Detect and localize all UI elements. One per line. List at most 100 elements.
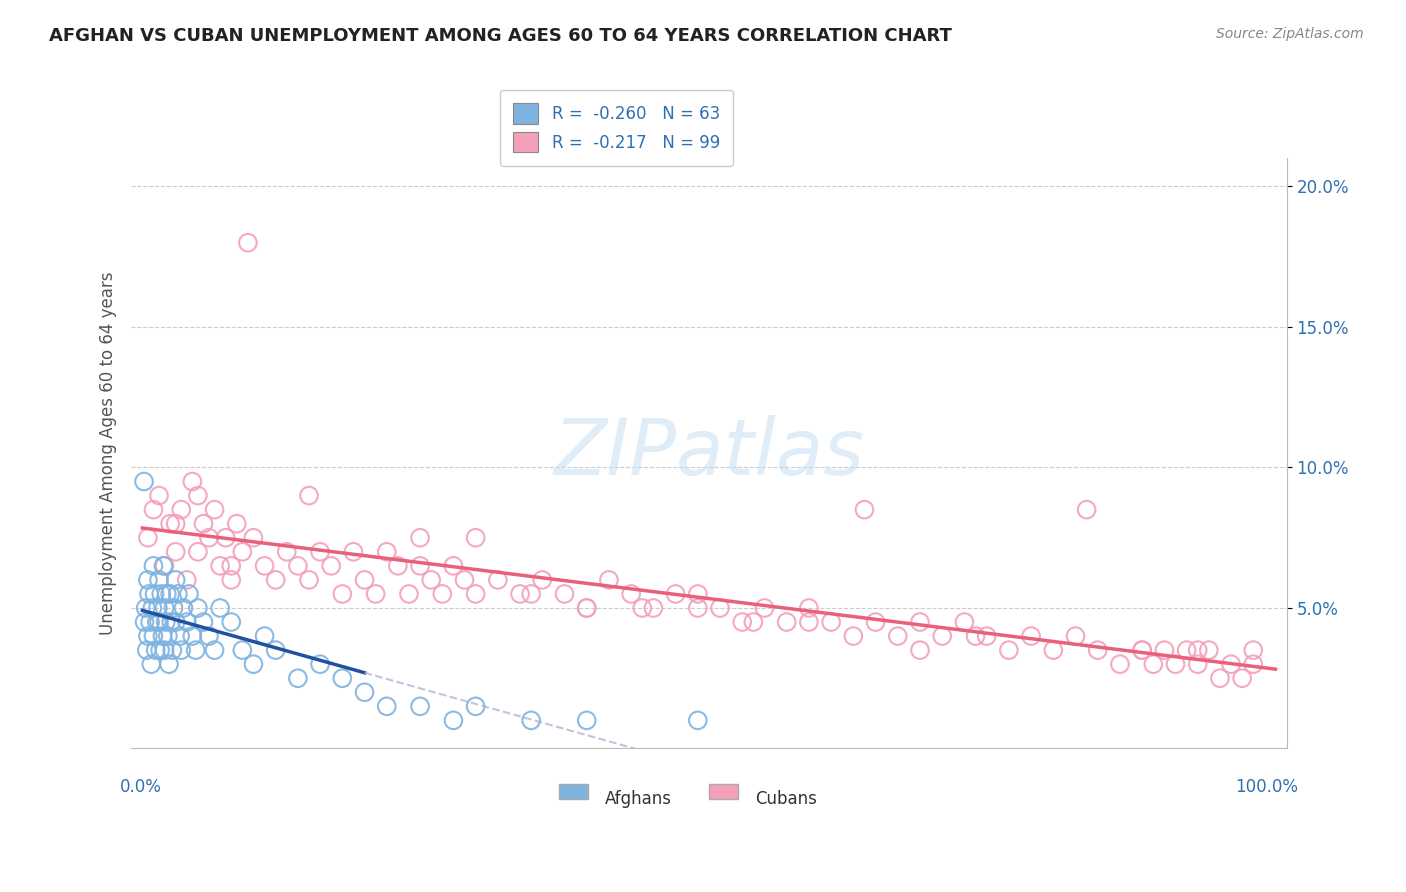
Point xyxy=(135,643,157,657)
Text: ZIPatlas: ZIPatlas xyxy=(554,416,865,491)
Point xyxy=(330,671,353,685)
Point xyxy=(187,489,209,503)
Point xyxy=(187,545,209,559)
Point xyxy=(464,531,486,545)
Point xyxy=(172,601,194,615)
Point xyxy=(575,714,598,728)
Point xyxy=(209,601,232,615)
Point xyxy=(1164,657,1187,672)
Point xyxy=(509,587,531,601)
Point xyxy=(776,615,799,629)
Point xyxy=(219,573,242,587)
Point xyxy=(139,615,162,629)
Point xyxy=(375,699,398,714)
Point xyxy=(276,545,298,559)
Point xyxy=(1230,671,1253,685)
Point xyxy=(135,601,157,615)
Point xyxy=(887,629,910,643)
Point xyxy=(177,587,200,601)
Point xyxy=(170,502,193,516)
Point xyxy=(321,558,343,573)
Point xyxy=(1019,629,1042,643)
Point xyxy=(665,587,688,601)
Point xyxy=(1153,643,1175,657)
Legend: R =  -0.260   N = 63, R =  -0.217   N = 99: R = -0.260 N = 63, R = -0.217 N = 99 xyxy=(501,90,733,166)
Point xyxy=(142,502,165,516)
Point xyxy=(142,629,165,643)
Point xyxy=(643,601,665,615)
Point xyxy=(264,573,287,587)
Point xyxy=(1187,657,1209,672)
Point xyxy=(553,587,575,601)
Point xyxy=(146,615,169,629)
Point xyxy=(141,601,163,615)
Point xyxy=(631,601,654,615)
Point xyxy=(157,657,180,672)
Point xyxy=(464,587,486,601)
Point xyxy=(441,558,464,573)
Point xyxy=(153,643,176,657)
Point xyxy=(754,601,776,615)
Point xyxy=(731,615,754,629)
Point xyxy=(287,558,309,573)
Point xyxy=(193,516,215,531)
Point xyxy=(149,643,172,657)
Point xyxy=(464,699,486,714)
Point xyxy=(575,601,598,615)
Point xyxy=(1109,657,1132,672)
Point xyxy=(1198,643,1220,657)
FancyBboxPatch shape xyxy=(709,784,738,798)
Point xyxy=(298,573,321,587)
Point xyxy=(520,587,543,601)
Point xyxy=(162,601,184,615)
Point xyxy=(146,601,169,615)
Point xyxy=(486,573,509,587)
Point xyxy=(686,587,709,601)
Point xyxy=(1076,502,1098,516)
Point xyxy=(309,545,332,559)
Point xyxy=(797,601,820,615)
Point xyxy=(153,601,176,615)
Point xyxy=(575,601,598,615)
Point xyxy=(353,685,375,699)
Point xyxy=(364,587,387,601)
Point xyxy=(145,643,167,657)
Point xyxy=(153,558,176,573)
Point xyxy=(253,629,276,643)
Point xyxy=(176,615,198,629)
Point xyxy=(134,615,156,629)
Point xyxy=(152,558,174,573)
Point xyxy=(1042,643,1064,657)
Point xyxy=(156,629,179,643)
Point xyxy=(231,643,253,657)
Point xyxy=(375,545,398,559)
Point xyxy=(160,615,183,629)
Point xyxy=(204,502,226,516)
Point xyxy=(156,587,179,601)
Point xyxy=(1064,629,1087,643)
Point xyxy=(215,531,238,545)
Point xyxy=(309,657,332,672)
Text: Source: ZipAtlas.com: Source: ZipAtlas.com xyxy=(1216,27,1364,41)
Point xyxy=(1209,671,1232,685)
Point xyxy=(225,516,247,531)
Point xyxy=(686,714,709,728)
Point xyxy=(398,587,420,601)
Point xyxy=(187,601,209,615)
Point xyxy=(976,629,998,643)
Point xyxy=(143,587,166,601)
Point xyxy=(931,629,953,643)
Point xyxy=(231,545,253,559)
Point xyxy=(253,558,276,573)
Point xyxy=(742,615,765,629)
Point xyxy=(155,615,177,629)
Point xyxy=(204,643,226,657)
Point xyxy=(1187,643,1209,657)
Point xyxy=(219,558,242,573)
Point xyxy=(148,573,170,587)
Point xyxy=(797,615,820,629)
Text: Cubans: Cubans xyxy=(755,789,817,808)
Point xyxy=(162,643,184,657)
Point xyxy=(453,573,475,587)
Point xyxy=(198,629,221,643)
